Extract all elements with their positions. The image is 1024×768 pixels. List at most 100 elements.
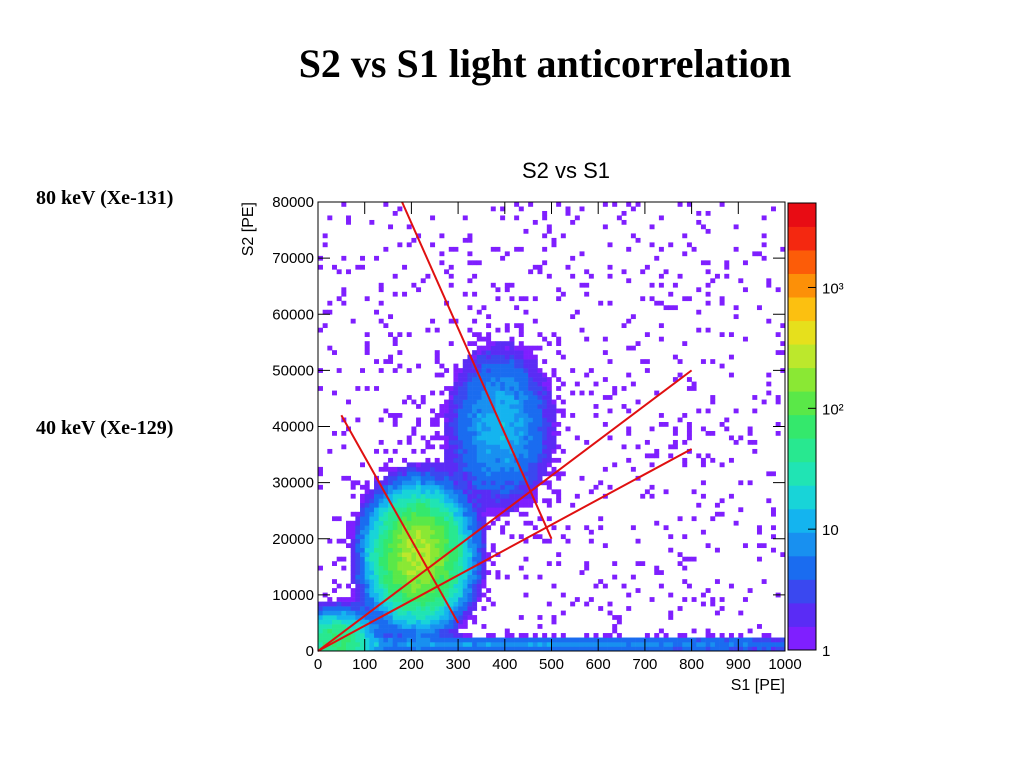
heatmap-cell	[476, 399, 482, 405]
heatmap-cell	[369, 507, 375, 513]
heatmap-cell	[523, 309, 529, 315]
heatmap-cell	[360, 552, 365, 558]
heatmap-cell	[462, 484, 468, 490]
heatmap-cell	[425, 637, 431, 643]
heatmap-cell	[528, 381, 534, 387]
heatmap-cell	[388, 624, 394, 629]
heatmap-cell	[504, 574, 510, 580]
heatmap-cell	[532, 466, 538, 472]
heatmap-cell	[397, 570, 403, 575]
heatmap-cell	[481, 538, 487, 544]
heatmap-cell	[682, 646, 688, 652]
heatmap-cell	[481, 430, 487, 436]
heatmap-cell	[411, 615, 417, 620]
heatmap-cell	[486, 359, 492, 364]
heatmap-cell	[500, 377, 506, 382]
heatmap-cell	[700, 480, 706, 486]
heatmap-cell	[416, 502, 422, 508]
heatmap-cell	[378, 570, 384, 575]
heatmap-cell	[481, 502, 487, 508]
heatmap-cell	[360, 579, 365, 584]
heatmap-cell	[458, 489, 464, 495]
heatmap-cell	[448, 597, 454, 602]
heatmap-cell	[420, 615, 426, 620]
heatmap-cell	[453, 529, 459, 535]
heatmap-cell	[518, 345, 524, 351]
heatmap-cell	[341, 601, 347, 607]
heatmap-cell	[392, 413, 398, 418]
heatmap-cell	[467, 489, 473, 495]
heatmap-cell	[355, 624, 361, 629]
heatmap-cell	[462, 359, 468, 364]
heatmap-cell	[448, 430, 454, 436]
heatmap-cell	[364, 538, 370, 544]
heatmap-cell	[383, 202, 389, 207]
heatmap-cell	[411, 282, 417, 288]
heatmap-cell	[332, 624, 337, 629]
heatmap-cell	[388, 475, 394, 481]
heatmap-cell	[644, 359, 650, 364]
heatmap-cell	[481, 552, 487, 558]
heatmap-cell	[509, 480, 515, 486]
heatmap-cell	[644, 332, 650, 337]
y-axis: 0100002000030000400005000060000700008000…	[272, 194, 785, 660]
heatmap-cell	[710, 633, 716, 638]
heatmap-cell	[486, 363, 492, 369]
heatmap-cell	[434, 529, 440, 535]
heatmap-cell	[378, 489, 384, 495]
heatmap-cell	[500, 507, 506, 513]
heatmap-cell	[630, 574, 636, 580]
heatmap-cell	[514, 439, 520, 445]
heatmap-cell	[556, 493, 562, 499]
heatmap-cell	[663, 269, 669, 275]
heatmap-cell	[411, 498, 417, 504]
heatmap-cell	[738, 610, 744, 616]
heatmap-cell	[551, 489, 557, 495]
heatmap-cell	[556, 350, 562, 355]
heatmap-cell	[462, 543, 468, 549]
heatmap-cell	[383, 570, 389, 575]
color-scale-step	[788, 555, 816, 580]
heatmap-cell	[350, 646, 356, 652]
heatmap-cell	[364, 637, 370, 643]
heatmap-cell	[668, 444, 674, 450]
heatmap-cell	[322, 601, 328, 607]
heatmap-cell	[397, 601, 403, 607]
heatmap-cell	[434, 430, 440, 436]
heatmap-cell	[444, 646, 450, 652]
heatmap-cell	[490, 341, 496, 346]
heatmap-cell	[462, 511, 468, 517]
heatmap-cell	[425, 606, 431, 611]
heatmap-cell	[523, 457, 529, 463]
heatmap-cell	[462, 507, 468, 513]
heatmap-cell	[528, 493, 534, 499]
heatmap-cell	[392, 601, 398, 607]
heatmap-cell	[649, 462, 655, 468]
heatmap-cell	[523, 484, 529, 490]
heatmap-cell	[346, 543, 351, 549]
heatmap-cell	[388, 457, 394, 463]
heatmap-cell	[364, 592, 370, 598]
heatmap-cell	[472, 381, 478, 387]
heatmap-cell	[448, 498, 454, 504]
heatmap-cell	[691, 646, 697, 652]
heatmap-cell	[388, 547, 394, 553]
heatmap-cell	[378, 628, 384, 634]
heatmap-cell	[756, 251, 762, 257]
heatmap-cell	[448, 413, 454, 418]
heatmap-cell	[458, 538, 464, 544]
heatmap-cell	[472, 368, 478, 373]
heatmap-cell	[658, 422, 664, 427]
heatmap-cell	[416, 466, 422, 472]
heatmap-cell	[388, 520, 394, 526]
heatmap-cell	[677, 552, 683, 558]
heatmap-cell	[495, 448, 501, 454]
heatmap-cell	[458, 511, 464, 517]
heatmap-cell	[775, 637, 781, 643]
heatmap-cell	[504, 457, 510, 463]
color-scale-step	[788, 508, 816, 533]
heatmap-cell	[509, 466, 515, 472]
heatmap-cell	[448, 435, 454, 441]
heatmap-cell	[360, 493, 365, 499]
heatmap-cell	[532, 296, 538, 302]
